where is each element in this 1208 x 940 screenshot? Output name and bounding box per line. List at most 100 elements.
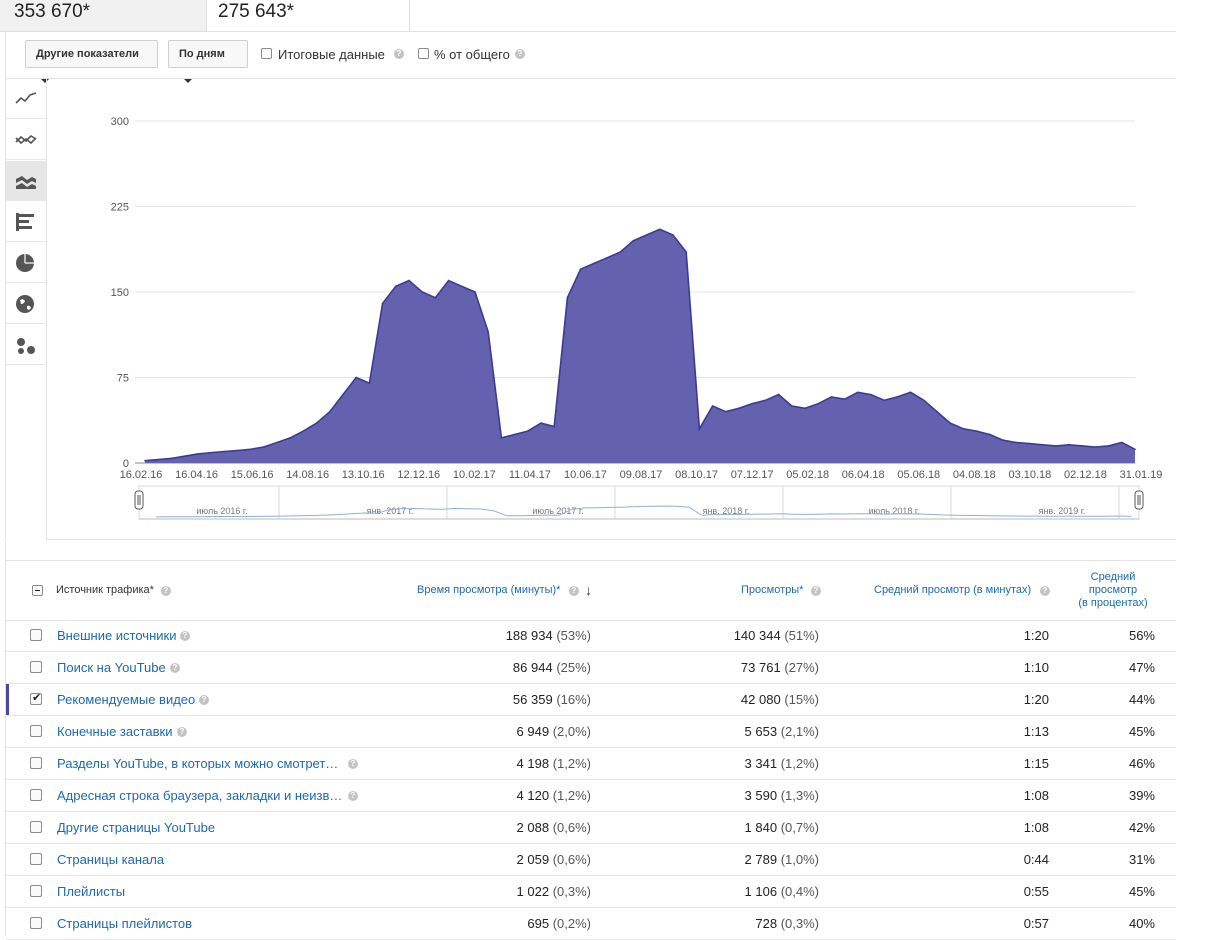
watch-time-column-header[interactable]: Время просмотра (минуты)* (417, 584, 561, 596)
row-checkbox[interactable] (30, 757, 42, 769)
data-point (223, 450, 225, 453)
avg-duration-column-header[interactable]: Средний просмотр (в минутах) (874, 584, 1032, 596)
row-checkbox[interactable] (30, 789, 42, 801)
data-point (791, 405, 793, 407)
help-icon[interactable]: ? (348, 791, 358, 801)
views-metric[interactable]: 275 643* (206, 0, 410, 31)
watch-time-cell: 1 022 (0,3%) (517, 884, 591, 899)
help-icon[interactable]: ? (515, 49, 525, 59)
views-value: 140 344 (733, 628, 781, 643)
pie-chart-icon[interactable] (6, 243, 46, 283)
row-checkbox[interactable] (30, 661, 42, 673)
percent-checkbox[interactable] (418, 48, 429, 59)
data-point (487, 331, 490, 333)
avg-percent-column-header[interactable]: Средний просмотр (в процентах) (1068, 571, 1158, 610)
bubble-chart-icon[interactable] (6, 325, 46, 365)
source-name-link[interactable]: Другие страницы YouTube (57, 820, 216, 835)
data-point (725, 410, 727, 413)
help-icon[interactable]: ? (569, 586, 579, 596)
data-point (540, 422, 542, 424)
help-icon[interactable]: ? (348, 759, 358, 769)
views-percent: (0,3%) (780, 916, 819, 931)
table-row[interactable]: Другие страницы YouTube 2 088 (0,6%) 1 840… (6, 812, 1176, 844)
help-icon[interactable]: ? (177, 727, 187, 737)
data-point (342, 393, 344, 396)
source-name-link[interactable]: Рекомендуемые видео (57, 692, 196, 707)
period-dropdown[interactable]: По дням (168, 40, 248, 84)
source-name-link[interactable]: Поиск на YouTube (57, 660, 166, 675)
data-point (989, 433, 991, 436)
avg-percent-header-line3: (в процентах) (1078, 597, 1148, 609)
row-checkbox[interactable] (30, 725, 42, 737)
x-tick-label: 31.01.19 (1120, 469, 1163, 481)
help-icon[interactable]: ? (180, 631, 190, 641)
data-point (183, 455, 186, 458)
help-icon[interactable]: ? (394, 49, 404, 59)
table-row[interactable]: Внешние источники 188 934 (53%) 140 344 (5… (6, 620, 1176, 652)
row-checkbox[interactable] (30, 821, 42, 833)
data-point (210, 451, 212, 454)
data-point (817, 402, 819, 405)
avg-percent-cell: 56% (1128, 628, 1155, 643)
table-row[interactable]: Страницы плейлистов 695 (0,2%) 728 (0,3%) 0… (6, 908, 1176, 940)
sort-desc-icon[interactable]: ↓ (585, 582, 592, 598)
source-name-link[interactable]: Адресная строка браузера, закладки и неи… (57, 788, 343, 803)
data-point (632, 239, 635, 242)
metric-dropdown[interactable]: Другие показатели (25, 40, 158, 84)
table-row[interactable]: Адресная строка браузера, закладки и неи… (6, 780, 1176, 812)
watch-time-cell: 86 944 (25%) (513, 660, 591, 675)
source-name-link[interactable]: Плейлисты (57, 884, 126, 899)
data-point (249, 448, 252, 451)
data-point (315, 422, 318, 424)
help-icon[interactable]: ? (811, 586, 821, 596)
data-point (579, 268, 582, 270)
watch-time-metric[interactable]: 353 670* (0, 0, 206, 31)
source-name-link[interactable]: Конечные заставки (57, 724, 173, 739)
bar-chart-icon[interactable] (6, 202, 46, 242)
table-row[interactable]: Плейлисты 1 022 (0,3%) 1 106 (0,4%) 0:55 45% (6, 876, 1176, 908)
views-column-header[interactable]: Просмотры* (741, 584, 804, 596)
data-point (157, 458, 159, 461)
watch-time-cell: 56 359 (16%) (513, 692, 591, 707)
data-point (896, 396, 899, 398)
x-tick-label: 09.08.17 (620, 469, 663, 481)
data-point (909, 391, 912, 394)
help-icon[interactable]: ? (1040, 586, 1050, 596)
source-name-link[interactable]: Страницы канала (57, 852, 165, 867)
table-row[interactable]: Разделы YouTube, в которых можно смотрет… (6, 748, 1176, 780)
table-row[interactable]: Рекомендуемые видео 56 359 (16%) 42 080 (1… (6, 684, 1176, 716)
source-name-link[interactable]: Разделы YouTube, в которых можно смотрет… (57, 756, 339, 771)
watch-time-cell: 4 120 (1,2%) (517, 788, 591, 803)
stacked-area-icon[interactable] (6, 161, 46, 201)
help-icon[interactable]: ? (199, 695, 209, 705)
help-icon[interactable]: ? (170, 663, 180, 673)
watch-time-percent: (0,6%) (552, 820, 591, 835)
views-cell: 73 761 (27%) (741, 660, 819, 675)
views-cell: 1 840 (0,7%) (745, 820, 819, 835)
row-checkbox[interactable] (30, 691, 42, 705)
views-cell: 140 344 (51%) (734, 628, 819, 643)
chevron-down-icon (184, 79, 192, 84)
data-point (1121, 441, 1123, 444)
multi-line-chart-icon[interactable] (6, 120, 46, 160)
source-name-link[interactable]: Страницы плейлистов (57, 916, 193, 931)
source-column-header[interactable]: Источник трафика* (56, 584, 154, 596)
row-checkbox[interactable] (30, 917, 42, 929)
x-tick-label: 10.06.17 (564, 469, 607, 481)
avg-duration-cell: 1:20 (1023, 692, 1049, 707)
x-tick-label: 15.06.16 (231, 469, 274, 481)
row-checkbox[interactable] (30, 629, 42, 641)
period-dropdown-label: По дням (179, 48, 225, 60)
table-row[interactable]: Страницы канала 2 059 (0,6%) 2 789 (1,0%) 0… (6, 844, 1176, 876)
table-row[interactable]: Поиск на YouTube 86 944 (25%) 73 761 (27%)… (6, 652, 1176, 684)
help-icon[interactable]: ? (161, 586, 171, 596)
totals-checkbox[interactable] (261, 48, 272, 59)
row-checkbox[interactable] (30, 885, 42, 897)
source-name-link[interactable]: Внешние источники (57, 628, 177, 643)
globe-map-icon[interactable] (6, 284, 46, 324)
row-checkbox[interactable] (30, 853, 42, 865)
table-row[interactable]: Конечные заставки 6 949 (2,0%) 5 653 (2,1%… (6, 716, 1176, 748)
line-chart-icon[interactable] (6, 79, 46, 119)
data-point (500, 437, 503, 439)
select-all-checkbox[interactable] (32, 585, 43, 596)
